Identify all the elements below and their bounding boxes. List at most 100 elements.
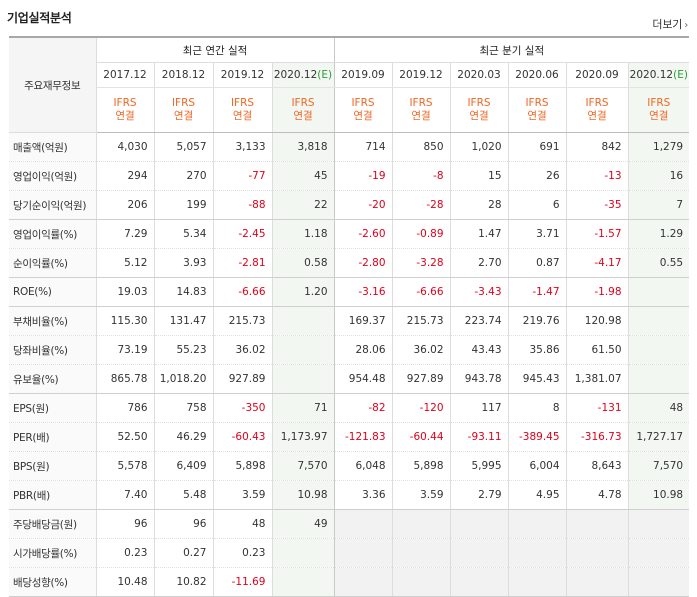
table-cell: 4,030 xyxy=(96,132,154,162)
table-cell: 8,643 xyxy=(565,451,629,481)
table-cell: -6.66 xyxy=(391,277,451,307)
table-cell: -60.44 xyxy=(391,422,451,452)
table-cell: -4.17 xyxy=(565,248,629,278)
table-row: 부채비율(%) 115.30 131.47 215.73 169.37 215.73 223… xyxy=(9,306,690,336)
table-cell: -3.28 xyxy=(391,248,451,278)
table-cell xyxy=(627,335,690,365)
more-link[interactable]: 더보기 › xyxy=(652,16,688,32)
table-cell: -13 xyxy=(565,161,629,191)
table-cell: 2.70 xyxy=(449,248,509,278)
table-cell: -350 xyxy=(212,393,272,423)
table-cell: -1.98 xyxy=(565,277,629,307)
section-title: 기업실적분석 xyxy=(7,11,72,25)
table-cell: 46.29 xyxy=(153,422,213,452)
table-cell: 5,898 xyxy=(212,451,272,481)
row-label: PBR(배) xyxy=(9,480,97,510)
consolidated-label: 연결 xyxy=(527,110,547,122)
table-cell xyxy=(391,567,451,597)
period-header: 2019.09 xyxy=(333,62,393,88)
table-cell: -3.43 xyxy=(449,277,509,307)
table-cell: 927.89 xyxy=(212,364,272,394)
table-cell: 0.55 xyxy=(627,248,690,278)
table-cell: -1.57 xyxy=(565,219,629,249)
table-cell: 5.34 xyxy=(153,219,213,249)
table-cell xyxy=(565,509,629,539)
consolidated-label: 연결 xyxy=(411,110,431,122)
table-cell: 3.71 xyxy=(507,219,567,249)
row-label: 배당성향(%) xyxy=(9,567,97,597)
table-cell: 10.82 xyxy=(153,567,213,597)
ifrs-label: IFRS xyxy=(291,97,315,109)
table-cell: 5,578 xyxy=(96,451,154,481)
period-label: 2019.12 xyxy=(399,69,443,81)
ifrs-header: IFRS 연결 xyxy=(333,87,393,133)
table-cell: -389.45 xyxy=(507,422,567,452)
period-label: 2017.12 xyxy=(103,69,147,81)
table-cell: -60.43 xyxy=(212,422,272,452)
table-cell: 36.02 xyxy=(212,335,272,365)
ifrs-header: IFRS 연결 xyxy=(565,87,629,133)
table-cell: 1,279 xyxy=(627,132,690,162)
ifrs-header: IFRS 연결 xyxy=(153,87,213,133)
period-header: 2018.12 xyxy=(153,62,213,88)
table-row: 배당성향(%) 10.48 10.82 -11.69 xyxy=(9,567,690,597)
period-header: 2020.06 xyxy=(507,62,567,88)
table-cell: 48 xyxy=(212,509,272,539)
ifrs-header: IFRS 연결 xyxy=(271,87,335,133)
table-cell: 52.50 xyxy=(96,422,154,452)
table-cell: 945.43 xyxy=(507,364,567,394)
table-cell xyxy=(627,509,690,539)
ifrs-label: IFRS xyxy=(230,97,255,109)
table-row: ROE(%) 19.03 14.83 -6.66 1.20 -3.16 -6.66 -3.43… xyxy=(9,277,690,307)
table-cell: 270 xyxy=(153,161,213,191)
ifrs-header: IFRS 연결 xyxy=(212,87,272,133)
table-cell: -121.83 xyxy=(333,422,393,452)
table-cell: 26 xyxy=(507,161,567,191)
table-cell: -2.45 xyxy=(212,219,272,249)
table-cell: 4.95 xyxy=(507,480,567,510)
table-cell xyxy=(507,509,567,539)
row-label: 유보율(%) xyxy=(9,364,97,394)
ifrs-header: IFRS 연결 xyxy=(507,87,567,133)
table-cell: 5,995 xyxy=(449,451,509,481)
table-cell: 215.73 xyxy=(212,306,272,336)
table-cell: 10.98 xyxy=(627,480,690,510)
period-header: 2019.12 xyxy=(391,62,451,88)
table-cell: 1,381.07 xyxy=(565,364,629,394)
annual-header: 최근 연간 실적 xyxy=(96,36,335,63)
table-cell: 61.50 xyxy=(565,335,629,365)
table-cell xyxy=(271,335,335,365)
ifrs-label: IFRS xyxy=(585,97,609,109)
table-cell: 5.12 xyxy=(96,248,154,278)
table-cell: 35.86 xyxy=(507,335,567,365)
table-cell: 169.37 xyxy=(333,306,393,336)
table-cell: -20 xyxy=(333,190,393,220)
table-cell: -2.81 xyxy=(212,248,272,278)
row-label: 시가배당률(%) xyxy=(9,538,97,568)
table-cell: 4.78 xyxy=(565,480,629,510)
row-label: 당기순이익(억원) xyxy=(9,190,97,220)
table-cell: 7.29 xyxy=(96,219,154,249)
period-label: 2020.06 xyxy=(515,69,559,81)
row-label: BPS(원) xyxy=(9,451,97,481)
table-cell: 954.48 xyxy=(333,364,393,394)
table-cell xyxy=(271,306,335,336)
period-label: 2020.09 xyxy=(575,69,619,81)
consolidated-label: 연결 xyxy=(232,110,253,122)
estimate-mark: (E) xyxy=(317,69,333,81)
table-row: 당좌비율(%) 73.19 55.23 36.02 28.06 36.02 43.43 35.… xyxy=(9,335,690,365)
consolidated-label: 연결 xyxy=(115,110,135,122)
table-cell: 7,570 xyxy=(271,451,335,481)
table-cell: 49 xyxy=(271,509,335,539)
table-cell xyxy=(333,509,393,539)
table-row: 시가배당률(%) 0.23 0.27 0.23 xyxy=(9,538,690,568)
table-cell: 45 xyxy=(271,161,335,191)
row-label: ROE(%) xyxy=(9,277,97,307)
ifrs-label: IFRS xyxy=(467,97,491,109)
table-cell: -6.66 xyxy=(212,277,272,307)
table-cell: 1,727.17 xyxy=(627,422,690,452)
table-cell xyxy=(627,306,690,336)
table-cell xyxy=(271,364,335,394)
table-row: 영업이익(억원) 294 270 -77 45 -19 -8 15 26 -13 16 xyxy=(9,161,690,191)
period-label: 2020.12 xyxy=(273,69,318,81)
